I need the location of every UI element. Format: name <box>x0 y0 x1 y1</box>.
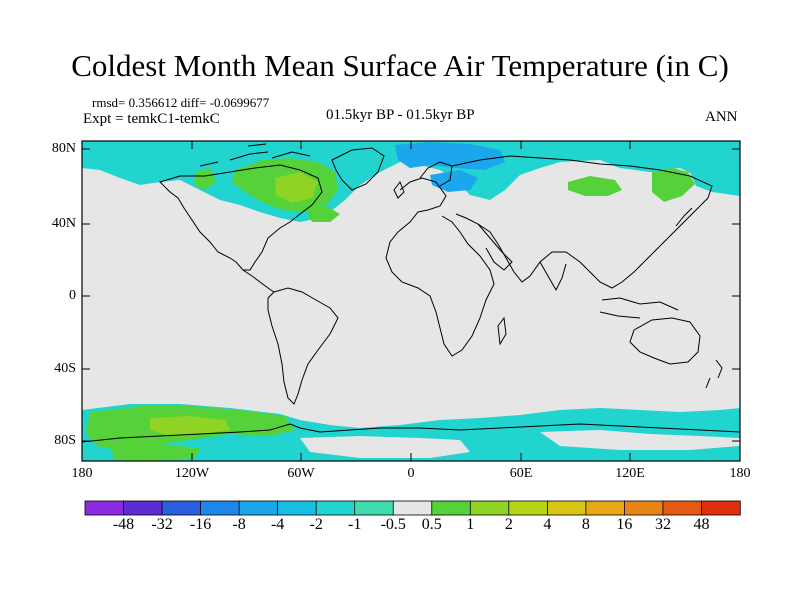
axis-ticks <box>81 141 741 461</box>
colorbar-swatch <box>354 500 394 516</box>
colorbar-label: -48 <box>112 516 135 533</box>
colorbar-swatch <box>469 500 510 516</box>
colorbar-label: 4 <box>543 516 552 533</box>
colorbar-label: 8 <box>581 516 590 533</box>
coast-indonesia <box>599 297 679 319</box>
colorbar-label: -32 <box>151 516 173 533</box>
experiment-label: Expt = temkC1-temkC <box>83 111 220 127</box>
coast-japan <box>675 207 693 227</box>
lon-label-0: 0 <box>407 466 415 481</box>
colorbar-label: -4 <box>270 516 285 533</box>
colorbar-swatch <box>624 500 664 516</box>
colorbar-label: -0.5 <box>380 516 406 533</box>
chart-title: Coldest Month Mean Surface Air Temperatu… <box>71 48 729 83</box>
colorbar-label: 48 <box>693 516 710 533</box>
anomaly-antarctic-gray-2 <box>540 430 740 450</box>
season-label: ANN <box>705 109 738 125</box>
colorbar-swatch <box>238 500 279 516</box>
coast-india <box>539 261 567 292</box>
anomaly-siberia-green <box>568 176 622 196</box>
lon-label-60e: 60E <box>509 466 533 481</box>
colorbar-swatch <box>315 500 356 516</box>
anomaly-na-yellowgreen <box>275 172 318 203</box>
coast-europe-africa <box>385 177 495 357</box>
colorbar-swatch <box>84 500 125 516</box>
colorbar-label: 1 <box>466 516 475 533</box>
coast-asia <box>451 155 713 289</box>
anomaly-arctic-blue-2 <box>430 170 478 192</box>
colorbar-swatch <box>508 500 549 516</box>
colorbar-swatch <box>662 500 703 516</box>
colorbar-label: -2 <box>309 516 323 533</box>
anomaly-antarctic-green <box>110 444 200 461</box>
coast-central-america <box>242 269 275 293</box>
lon-label-60w: 60W <box>287 466 315 481</box>
anomaly-nepacific-cyan <box>690 170 740 196</box>
coast-greenland <box>331 147 385 191</box>
anomaly-atlantic-green <box>306 206 340 222</box>
coast-arctic-islands <box>199 143 311 167</box>
coast-madagascar <box>497 316 507 346</box>
period-label: 01.5kyr BP - 01.5kyr BP <box>326 107 475 123</box>
colorbar-swatch <box>392 500 433 516</box>
colorbar-label: 32 <box>654 516 671 533</box>
lat-label-40s: 40S <box>54 361 76 376</box>
coast-south-america <box>267 287 339 405</box>
lat-label-80n: 80N <box>51 141 76 156</box>
colorbar <box>84 500 741 516</box>
colorbar-swatch <box>431 500 471 516</box>
coast-scandinavia <box>419 161 453 187</box>
colorbar-swatch <box>123 500 163 516</box>
anomaly-pacific-green <box>194 168 216 190</box>
lon-label-120e: 120E <box>615 466 645 481</box>
colorbar-label: -8 <box>232 516 246 533</box>
map-panel <box>81 140 741 462</box>
anomaly-arctic-cyan <box>82 141 740 222</box>
anomaly-so-yellowgreen <box>150 416 230 436</box>
coast-australia <box>629 317 701 365</box>
coast-uk <box>393 180 405 199</box>
anomaly-arctic-blue <box>395 142 505 170</box>
coast-north-america <box>159 164 323 271</box>
coastlines <box>81 143 741 443</box>
coast-antarctica <box>81 423 741 443</box>
stats-line: rmsd= 0.356612 diff= -0.0699677 <box>92 95 270 110</box>
colorbar-label: 2 <box>504 516 513 533</box>
lat-label-80s: 80S <box>54 433 76 448</box>
colorbar-label: 0.5 <box>421 516 442 533</box>
lat-label-40n: 40N <box>51 216 76 231</box>
colorbar-swatch <box>701 500 741 516</box>
anomaly-fareast-green <box>652 168 695 202</box>
anomaly-fields <box>82 141 740 461</box>
lon-label-120w: 120W <box>174 466 210 481</box>
colorbar-swatch <box>277 500 317 516</box>
colorbar-label: -1 <box>348 516 362 533</box>
coast-new-zealand <box>705 359 723 389</box>
lon-label-180w: 180 <box>71 466 93 481</box>
colorbar-label: 16 <box>616 516 633 533</box>
colorbar-swatch <box>200 500 240 516</box>
colorbar-swatch <box>161 500 202 516</box>
coast-arabia <box>477 223 513 271</box>
colorbar-label: -16 <box>189 516 212 533</box>
colorbar-swatch <box>546 500 587 516</box>
lat-label-0: 0 <box>69 288 76 303</box>
colorbar-swatch <box>585 500 626 516</box>
lon-label-180e: 180 <box>729 466 751 481</box>
anomaly-antarctic-gray <box>300 436 470 458</box>
